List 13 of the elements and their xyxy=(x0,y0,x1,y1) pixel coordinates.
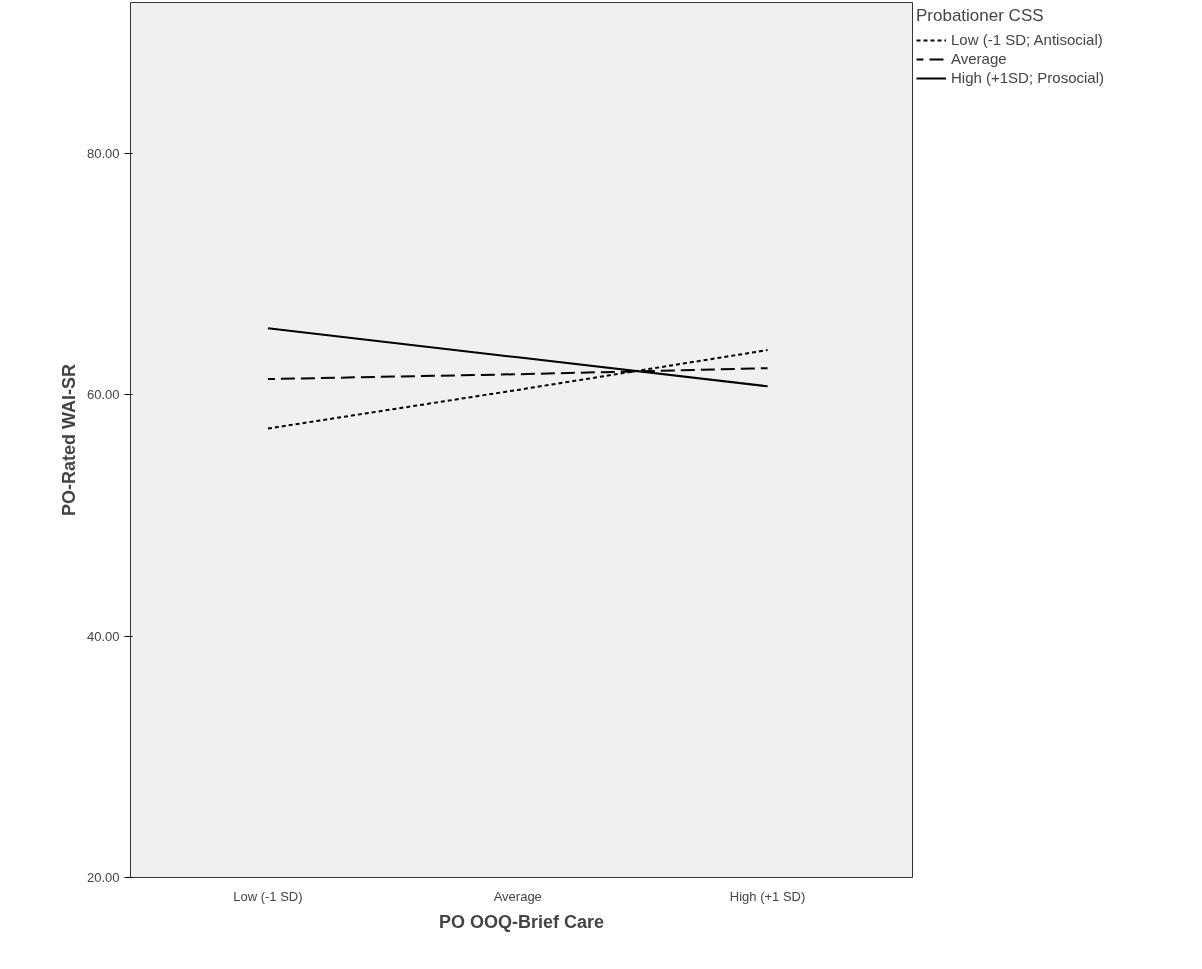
legend-label: High (+1SD; Prosocial) xyxy=(951,69,1104,86)
legend-label: Average xyxy=(951,50,1007,67)
legend-title: Probationer CSS xyxy=(916,6,1045,26)
y-tick-label: 60.00 xyxy=(86,387,120,403)
x-tick-label: Average xyxy=(493,888,542,904)
y-tick-label: 40.00 xyxy=(86,628,120,644)
legend-label: Low (-1 SD; Antisocial) xyxy=(951,31,1103,48)
y-tick-label: 20.00 xyxy=(86,870,120,885)
y-tick-label: 80.00 xyxy=(86,145,120,161)
x-tick-label: Low (-1 SD) xyxy=(233,888,303,904)
x-axis-title: PO OOQ-Brief Care xyxy=(438,911,605,932)
y-axis-title: PO-Rated WAI-SR xyxy=(58,363,79,516)
x-tick-label: High (+1 SD) xyxy=(729,888,806,904)
